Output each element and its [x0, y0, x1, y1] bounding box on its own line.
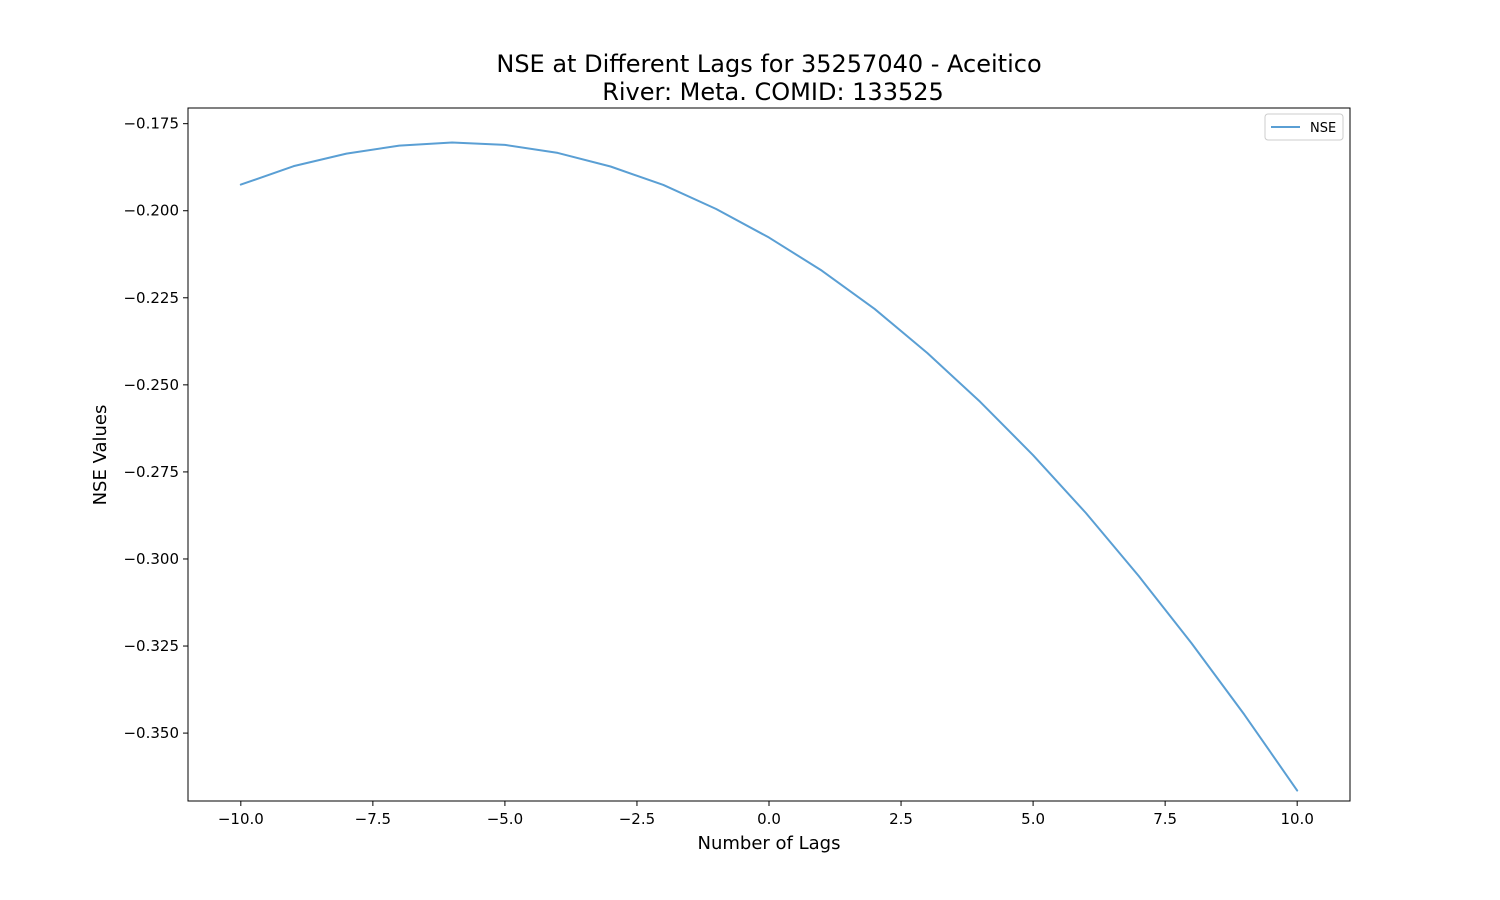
y-tick-label: −0.325 — [123, 637, 179, 655]
chart-title-line-1: NSE at Different Lags for 35257040 - Ace… — [496, 50, 1041, 78]
series-line-nse — [239, 141, 1299, 792]
x-tick-label: 0.0 — [757, 810, 781, 828]
y-tick-label: −0.250 — [123, 376, 179, 394]
y-tick-label: −0.275 — [123, 463, 179, 481]
y-tick-label: −0.225 — [123, 289, 179, 307]
plot-area-frame — [187, 107, 1351, 802]
y-axis-label: NSE Values — [90, 405, 111, 506]
series-layer — [239, 141, 1299, 792]
legend: NSE — [1264, 113, 1344, 141]
chart-title-line-2: River: Meta. COMID: 133525 — [602, 78, 944, 106]
x-axis-label: Number of Lags — [698, 833, 841, 854]
legend-frame — [1264, 113, 1344, 141]
x-tick-label: 5.0 — [1021, 810, 1045, 828]
x-tick-label: 7.5 — [1153, 810, 1177, 828]
y-tick-label: −0.300 — [123, 550, 179, 568]
x-axis-ticks: −10.0 −7.5 −5.0 −2.5 0.0 2.5 5.0 7.5 10.0 — [218, 801, 1314, 828]
x-tick-label: −7.5 — [355, 810, 391, 828]
y-axis-ticks: −0.175 −0.200 −0.225 −0.250 −0.275 −0.300 −0.3… — [123, 115, 188, 742]
x-tick-label: −5.0 — [487, 810, 523, 828]
x-tick-label: 2.5 — [889, 810, 913, 828]
legend-label-nse: NSE — [1310, 121, 1336, 136]
y-tick-label: −0.200 — [123, 202, 179, 220]
x-tick-label: 10.0 — [1280, 810, 1313, 828]
y-tick-label: −0.350 — [123, 724, 179, 742]
y-tick-label: −0.175 — [123, 115, 179, 133]
x-tick-label: −10.0 — [218, 810, 264, 828]
x-tick-label: −2.5 — [619, 810, 655, 828]
